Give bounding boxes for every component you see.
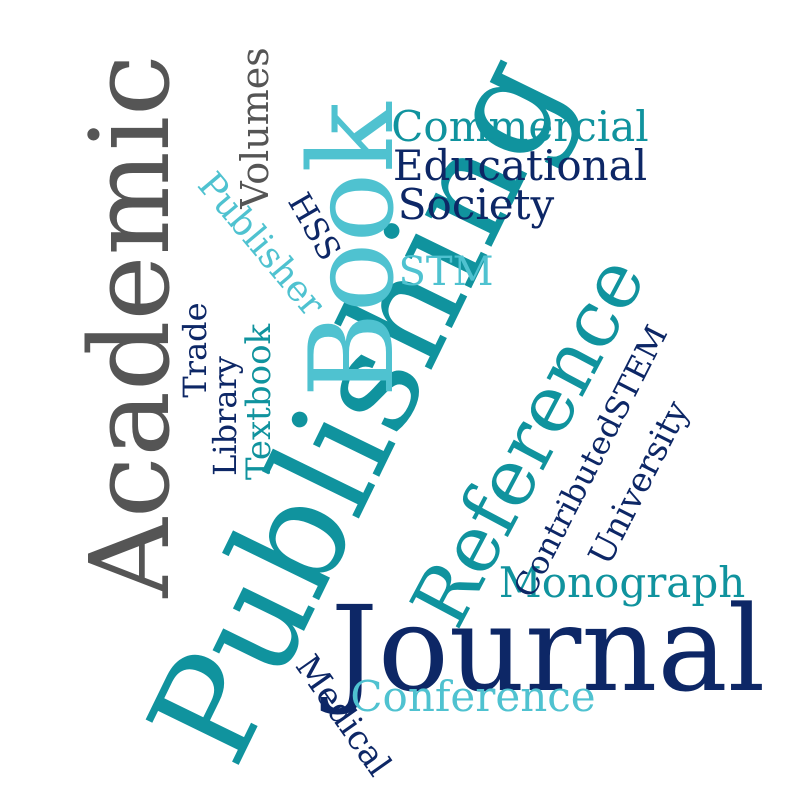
word-commercial: Commercial — [391, 102, 648, 151]
word-textbook: Textbook — [239, 323, 279, 480]
word-library: Library — [206, 356, 244, 476]
word-volumes: Volumes — [233, 47, 277, 209]
word-conference: Conference — [350, 672, 595, 721]
word-trade: Trade — [176, 302, 214, 397]
word-society: Society — [398, 180, 555, 229]
word-educational: Educational — [393, 141, 647, 190]
word-stm: STM — [398, 249, 493, 295]
word-university: Monograph — [499, 558, 746, 607]
word-book: Book — [285, 101, 420, 398]
word-academic: Academic — [66, 54, 194, 598]
word-journal: Journal — [321, 580, 766, 718]
